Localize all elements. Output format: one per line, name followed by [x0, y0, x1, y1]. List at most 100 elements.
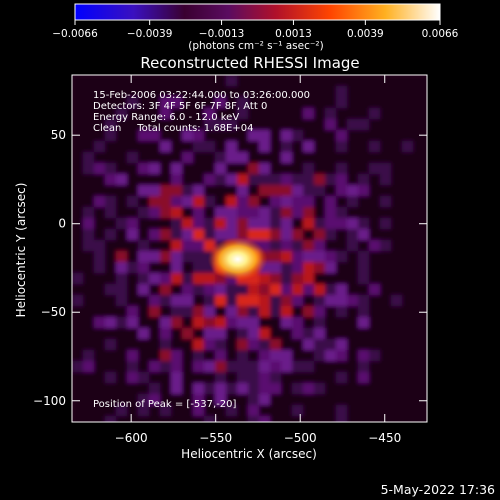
heatmap-cell [171, 218, 182, 229]
heatmap-cell [248, 97, 259, 108]
heatmap-cell [193, 97, 204, 108]
heatmap-cell [160, 273, 171, 284]
heatmap-cell [369, 405, 380, 416]
heatmap-cell [369, 185, 380, 196]
heatmap-cell [72, 240, 83, 251]
heatmap-cell [83, 141, 94, 152]
heatmap-cell [215, 152, 226, 163]
heatmap-cell [413, 317, 424, 328]
heatmap-cell [358, 163, 369, 174]
heatmap-cell [171, 284, 182, 295]
heatmap-cell [292, 317, 303, 328]
heatmap-cell [204, 328, 215, 339]
heatmap-cell [303, 405, 314, 416]
heatmap-cell [424, 306, 427, 317]
heatmap-cell [380, 152, 391, 163]
heatmap-cell [369, 163, 380, 174]
heatmap-cell [270, 361, 281, 372]
heatmap-cell [270, 218, 281, 229]
heatmap-cell [347, 405, 358, 416]
heatmap-cell [270, 207, 281, 218]
heatmap-cell [160, 240, 171, 251]
heatmap-cell [160, 108, 171, 119]
heatmap-cell [204, 141, 215, 152]
heatmap-cell [259, 350, 270, 361]
heatmap-cell [149, 207, 160, 218]
heatmap-cell [314, 196, 325, 207]
heatmap-cell [336, 405, 347, 416]
heatmap-cell [413, 240, 424, 251]
heatmap-cell [325, 75, 336, 86]
heatmap-cell [292, 163, 303, 174]
heatmap-cell [413, 306, 424, 317]
heatmap-cell [325, 196, 336, 207]
heatmap-cell [215, 130, 226, 141]
heatmap-cell [402, 383, 413, 394]
heatmap-cell [83, 361, 94, 372]
heatmap-cell [226, 218, 237, 229]
heatmap-cell [116, 339, 127, 350]
heatmap-cell [193, 317, 204, 328]
heatmap-cell [149, 75, 160, 86]
x-tick-label: −450 [368, 431, 401, 445]
heatmap-cell [391, 86, 402, 97]
heatmap-cell [83, 295, 94, 306]
heatmap-cell [303, 75, 314, 86]
heatmap-cell [325, 218, 336, 229]
heatmap-cell [369, 75, 380, 86]
heatmap-cell [72, 141, 83, 152]
heatmap-cell [281, 328, 292, 339]
heatmap-cell [314, 295, 325, 306]
heatmap-cell [248, 372, 259, 383]
heatmap-cell [369, 306, 380, 317]
heatmap-cell [292, 262, 303, 273]
heatmap-cell [72, 174, 83, 185]
heatmap-cell [358, 361, 369, 372]
heatmap-cell [424, 251, 427, 262]
heatmap-cell [182, 185, 193, 196]
heatmap-cell [281, 372, 292, 383]
heatmap-cell [193, 174, 204, 185]
heatmap-cell [215, 196, 226, 207]
heatmap-cell [171, 163, 182, 174]
heatmap-cell [83, 119, 94, 130]
heatmap-cell [105, 130, 116, 141]
heatmap-cell [182, 108, 193, 119]
heatmap-cell [259, 284, 270, 295]
heatmap-cell [336, 273, 347, 284]
heatmap-cell [325, 383, 336, 394]
heatmap-cell [314, 218, 325, 229]
heatmap-cell [391, 361, 402, 372]
heatmap-cell [292, 185, 303, 196]
heatmap-cell [325, 339, 336, 350]
heatmap-cell [83, 130, 94, 141]
heatmap-cell [160, 394, 171, 405]
heatmap-cell [303, 86, 314, 97]
heatmap-cell [138, 251, 149, 262]
heatmap-cell [138, 328, 149, 339]
heatmap-cell [193, 405, 204, 416]
heatmap-cell [303, 185, 314, 196]
heatmap-cell [314, 262, 325, 273]
heatmap-cell [171, 130, 182, 141]
heatmap-cell [336, 218, 347, 229]
heatmap-cell [358, 273, 369, 284]
heatmap-cell [314, 350, 325, 361]
heatmap-cell [204, 383, 215, 394]
heatmap-cell [138, 163, 149, 174]
heatmap-cell [402, 229, 413, 240]
heatmap-cell [226, 372, 237, 383]
heatmap-cell [336, 152, 347, 163]
heatmap-cell [369, 394, 380, 405]
heatmap-cell [281, 174, 292, 185]
heatmap-cell [314, 251, 325, 262]
heatmap-cell [182, 383, 193, 394]
heatmap-cell [138, 207, 149, 218]
heatmap-cell [314, 108, 325, 119]
heatmap-cell [336, 119, 347, 130]
heatmap-cell [105, 75, 116, 86]
heatmap-cell [336, 130, 347, 141]
heatmap-cell [248, 196, 259, 207]
heatmap-cell [369, 273, 380, 284]
heatmap-cell [116, 361, 127, 372]
